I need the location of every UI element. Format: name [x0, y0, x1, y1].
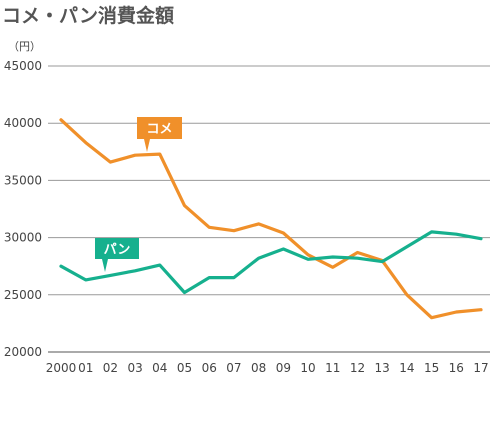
x-tick-label: 02	[103, 361, 118, 375]
x-tick-label: 13	[375, 361, 390, 375]
y-tick-label: 45000	[4, 59, 42, 73]
x-tick-label: 04	[152, 361, 167, 375]
x-tick-label: 03	[127, 361, 142, 375]
series-label-pointer	[102, 259, 108, 272]
series-label: パン	[104, 243, 131, 258]
y-tick-label: 35000	[4, 173, 42, 187]
series-label: コメ	[146, 122, 172, 137]
x-tick-label: 11	[325, 361, 340, 375]
y-tick-label: 20000	[4, 345, 42, 359]
series-label-box	[137, 117, 182, 139]
x-tick-label: 09	[276, 361, 291, 375]
x-tick-label: 15	[424, 361, 439, 375]
x-tick-label: 16	[449, 361, 464, 375]
x-tick-label: 12	[350, 361, 365, 375]
series-line	[59, 118, 483, 320]
y-tick-label: 25000	[4, 288, 42, 302]
series-label-pointer	[144, 139, 150, 152]
x-tick-label: 06	[202, 361, 217, 375]
series-label-box	[95, 238, 139, 259]
x-tick-label: 2000	[46, 361, 77, 375]
x-tick-label: 14	[399, 361, 414, 375]
series-line	[59, 230, 483, 295]
x-tick-label: 01	[78, 361, 93, 375]
y-tick-label: 40000	[4, 116, 42, 130]
y-axis-unit-label: （円）	[8, 40, 41, 53]
x-tick-label: 07	[226, 361, 241, 375]
y-tick-label: 30000	[4, 231, 42, 245]
x-tick-label: 10	[300, 361, 315, 375]
x-tick-label: 17	[473, 361, 488, 375]
x-tick-label: 05	[177, 361, 192, 375]
chart-title: コメ・パン消費金額	[2, 5, 174, 27]
x-tick-label: 08	[251, 361, 266, 375]
